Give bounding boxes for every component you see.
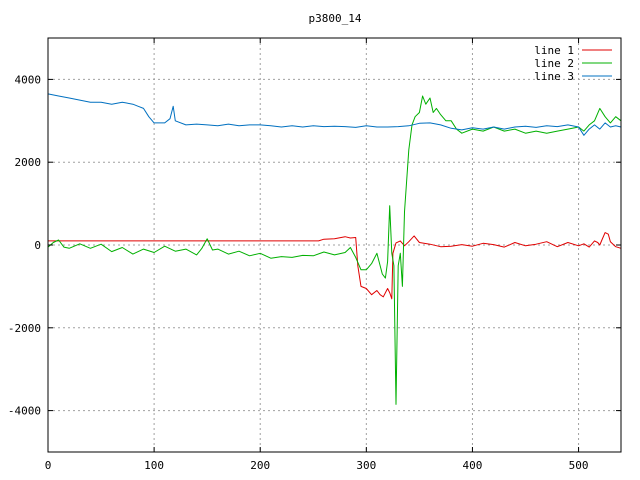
legend-label: line 1 — [534, 44, 574, 57]
legend-label: line 3 — [534, 70, 574, 83]
y-tick-label: -2000 — [8, 322, 41, 335]
series-line — [47, 95, 622, 405]
x-tick-label: 100 — [144, 459, 164, 472]
y-tick-label: -4000 — [8, 405, 41, 418]
series-line — [47, 93, 622, 136]
grid — [48, 38, 621, 452]
x-tick-label: 200 — [250, 459, 270, 472]
x-tick-label: 300 — [356, 459, 376, 472]
series-lines — [47, 93, 622, 405]
series-line — [48, 232, 622, 300]
y-tick-label: 4000 — [15, 73, 42, 86]
x-tick-label: 0 — [45, 459, 52, 472]
axis-ticks: 0 100 200 300 400 500 -4000 -2000 0 2000 4000 — [8, 38, 621, 472]
x-tick-label: 500 — [569, 459, 589, 472]
legend-label: line 2 — [534, 57, 574, 70]
y-tick-label: 0 — [34, 239, 41, 252]
x-tick-label: 400 — [463, 459, 483, 472]
chart-title: p3800_14 — [309, 12, 362, 25]
y-tick-label: 2000 — [15, 156, 42, 169]
